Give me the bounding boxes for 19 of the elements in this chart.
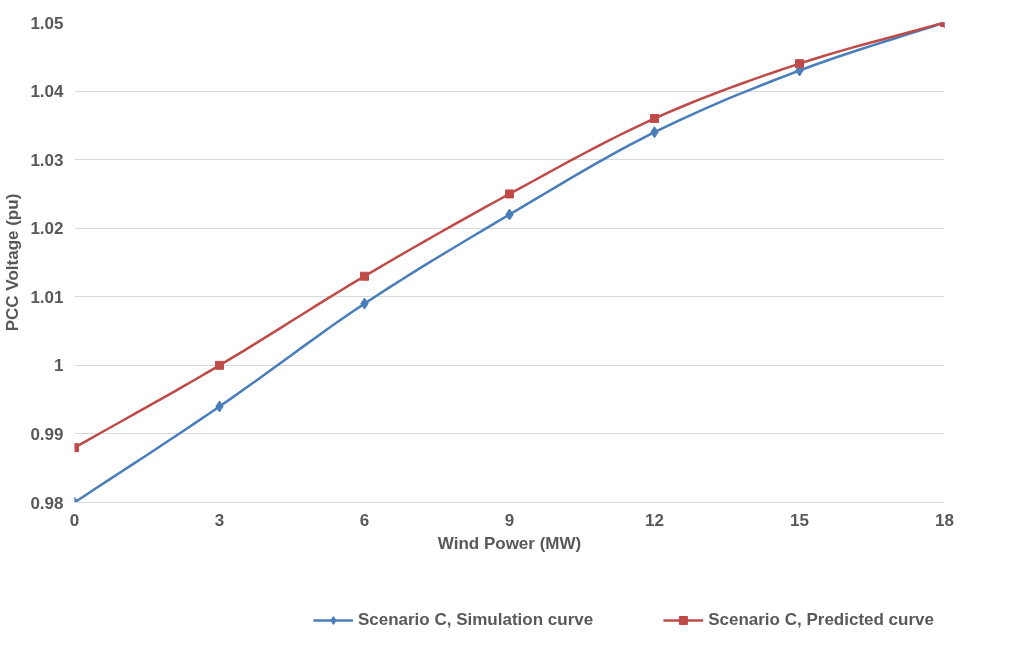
y-tick-label: 1.03: [30, 150, 64, 170]
x-tick-label: 12: [645, 510, 664, 530]
y-tick-label: 1.02: [30, 219, 64, 239]
y-tick-label: 1.04: [30, 82, 65, 102]
y-tick-label: 1.05: [30, 13, 64, 33]
legend-label: Scenario C, Simulation curve: [357, 610, 594, 630]
x-tick-label: 6: [359, 510, 370, 530]
x-tick-label: 0: [69, 510, 80, 530]
x-tick-label: 15: [790, 510, 809, 530]
y-tick-label: 1.01: [30, 287, 64, 307]
y-tick-label: 1: [54, 356, 64, 376]
y-tick-label: 0.99: [30, 424, 64, 444]
x-tick-label: 18: [935, 510, 954, 530]
x-tick-label: 3: [214, 510, 225, 530]
x-axis-title: Wind Power (MW): [437, 533, 582, 553]
y-axis-title: PCC Voltage (pu): [3, 193, 23, 332]
legend-label: Scenario C, Predicted curve: [708, 610, 934, 630]
x-tick-label: 9: [504, 510, 515, 530]
y-tick-label: 0.98: [30, 493, 64, 513]
